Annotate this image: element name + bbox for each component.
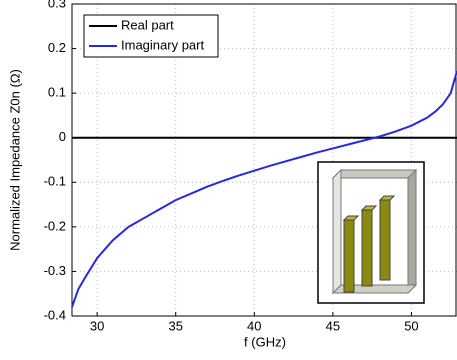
x-tick-label: 50	[404, 318, 418, 333]
inset-bar	[362, 210, 372, 286]
inset-bar	[344, 220, 354, 292]
y-tick-label: -0.4	[44, 307, 66, 322]
y-tick-label: -0.1	[44, 174, 66, 189]
chart: f (GHz) Normalized Impedance Z0n (Ω) -0.…	[0, 0, 457, 355]
y-tick-label: 0.1	[48, 85, 66, 100]
page: {"chart_data": {"type": "line", "x_label…	[0, 0, 457, 355]
y-tick-label: 0.3	[48, 0, 66, 10]
legend-label: Imaginary part	[121, 37, 204, 52]
x-tick-label: 35	[168, 318, 182, 333]
x-tick-label: 45	[326, 318, 340, 333]
y-tick-label: 0	[59, 129, 66, 144]
inset-bar	[380, 200, 390, 280]
y-axis-label: Normalized Impedance Z0n (Ω)	[7, 69, 22, 251]
inset-image	[318, 162, 424, 303]
x-tick-label: 30	[90, 318, 104, 333]
x-tick-label: 40	[247, 318, 261, 333]
inset-top	[333, 170, 416, 178]
y-tick-label: -0.3	[44, 263, 66, 278]
y-tick-label: 0.2	[48, 40, 66, 55]
x-axis-label: f (GHz)	[244, 334, 286, 349]
inset-side	[408, 170, 416, 293]
legend-label: Real part	[121, 17, 174, 32]
y-tick-label: -0.2	[44, 218, 66, 233]
inset-side	[333, 170, 341, 293]
